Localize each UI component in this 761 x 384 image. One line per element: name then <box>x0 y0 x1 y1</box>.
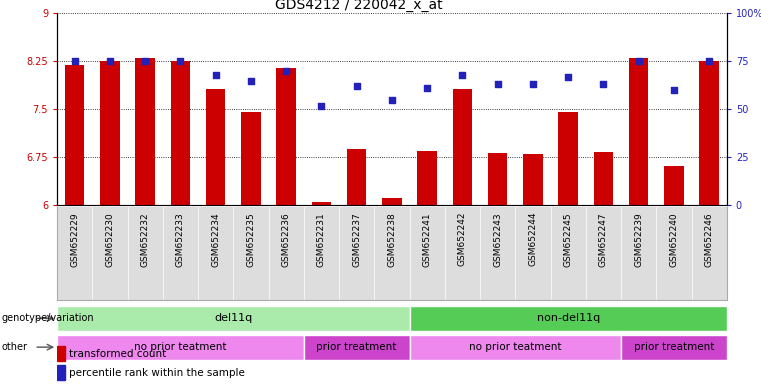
Point <box>245 78 257 84</box>
Bar <box>312 202 331 205</box>
Bar <box>629 58 648 205</box>
Text: percentile rank within the sample: percentile rank within the sample <box>68 367 245 377</box>
Text: no prior teatment: no prior teatment <box>469 342 562 352</box>
Text: GSM652241: GSM652241 <box>422 212 431 266</box>
Text: GSM652239: GSM652239 <box>634 212 643 267</box>
Point <box>139 58 151 65</box>
Point <box>492 81 504 88</box>
Bar <box>135 58 155 205</box>
Text: GSM652232: GSM652232 <box>141 212 150 266</box>
Text: transformed count: transformed count <box>68 349 166 359</box>
Text: GSM652230: GSM652230 <box>106 212 114 267</box>
Text: GSM652244: GSM652244 <box>528 212 537 266</box>
Bar <box>65 65 84 205</box>
Bar <box>594 152 613 205</box>
Point <box>351 83 363 89</box>
Text: no prior teatment: no prior teatment <box>134 342 227 352</box>
Text: GSM652231: GSM652231 <box>317 212 326 267</box>
Text: GSM652247: GSM652247 <box>599 212 608 266</box>
Text: prior treatment: prior treatment <box>317 342 396 352</box>
Text: GSM652235: GSM652235 <box>247 212 256 267</box>
Bar <box>170 61 190 205</box>
Text: GSM652245: GSM652245 <box>564 212 572 266</box>
Bar <box>382 198 402 205</box>
Bar <box>559 112 578 205</box>
Bar <box>488 153 508 205</box>
Point <box>174 58 186 65</box>
Bar <box>621 335 727 359</box>
Text: del11q: del11q <box>214 313 253 323</box>
Bar <box>206 89 225 205</box>
Bar <box>57 306 409 331</box>
Text: GSM652237: GSM652237 <box>352 212 361 267</box>
Bar <box>418 151 437 205</box>
Text: other: other <box>2 342 27 352</box>
Bar <box>304 335 409 359</box>
Point <box>103 58 116 65</box>
Bar <box>57 365 65 380</box>
Point <box>457 72 469 78</box>
Point <box>703 58 715 65</box>
Bar <box>276 68 296 205</box>
Text: GSM652240: GSM652240 <box>670 212 678 266</box>
Point <box>597 81 610 88</box>
Text: GSM652234: GSM652234 <box>212 212 220 266</box>
Text: GSM652238: GSM652238 <box>387 212 396 267</box>
Bar <box>409 306 727 331</box>
Text: GSM652242: GSM652242 <box>458 212 467 266</box>
Bar <box>100 61 119 205</box>
Bar <box>241 112 260 205</box>
Bar <box>57 346 65 361</box>
Point <box>527 81 539 88</box>
Point <box>386 97 398 103</box>
Text: GSM652229: GSM652229 <box>70 212 79 266</box>
Text: GSM652233: GSM652233 <box>176 212 185 267</box>
Point <box>209 72 221 78</box>
Text: GSM652243: GSM652243 <box>493 212 502 266</box>
Point <box>562 74 575 80</box>
Text: genotype/variation: genotype/variation <box>2 313 94 323</box>
Point <box>421 85 433 91</box>
Point <box>68 58 81 65</box>
Point <box>280 68 292 74</box>
Bar <box>453 89 472 205</box>
Text: non-del11q: non-del11q <box>537 313 600 323</box>
Bar <box>664 166 683 205</box>
Point <box>315 103 327 109</box>
Point <box>668 87 680 93</box>
Title: GDS4212 / 220042_x_at: GDS4212 / 220042_x_at <box>275 0 442 12</box>
Bar <box>57 335 304 359</box>
Bar <box>409 335 621 359</box>
Text: GSM652236: GSM652236 <box>282 212 291 267</box>
Text: prior treatment: prior treatment <box>634 342 714 352</box>
Text: GSM652246: GSM652246 <box>705 212 714 266</box>
Bar <box>347 149 366 205</box>
Bar <box>524 154 543 205</box>
Bar <box>699 61 719 205</box>
Point <box>632 58 645 65</box>
